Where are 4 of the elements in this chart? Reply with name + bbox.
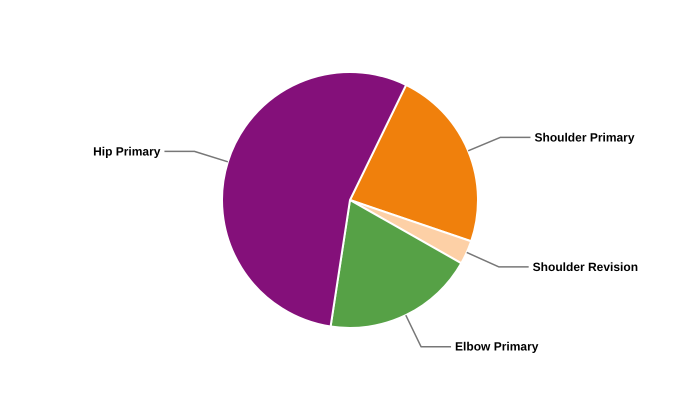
- slice-label: Hip Primary: [93, 144, 161, 158]
- slice-label: Shoulder Revision: [532, 260, 638, 274]
- slice-label: Shoulder Primary: [534, 130, 635, 144]
- slice-label: Elbow Primary: [455, 340, 539, 354]
